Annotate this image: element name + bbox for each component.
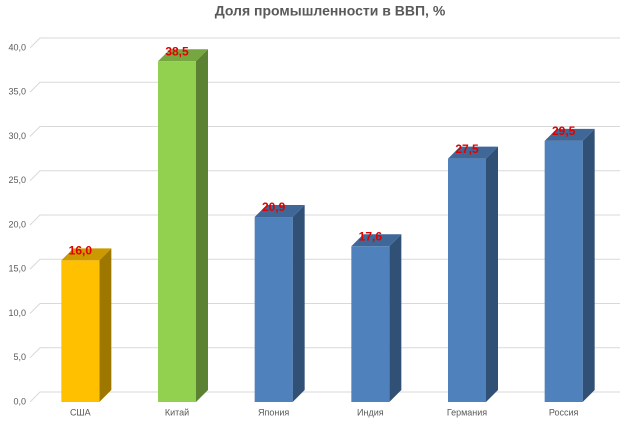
grid-line	[29, 303, 620, 314]
value-label: 29,5	[552, 124, 576, 138]
value-label: 20,9	[262, 200, 286, 214]
bar-side	[389, 234, 402, 402]
bar	[254, 217, 293, 402]
bar	[544, 140, 583, 403]
bar-side	[582, 128, 595, 403]
bar-side	[99, 248, 112, 402]
bar-top	[351, 234, 402, 247]
y-tick-label: 35,0	[8, 87, 26, 97]
grid-line	[29, 258, 620, 270]
value-label: 38,5	[165, 44, 189, 58]
x-tick-label: Китай	[165, 407, 189, 417]
grid-line	[29, 37, 620, 49]
y-tick-label: 25,0	[8, 175, 26, 185]
value-label: 27,5	[455, 142, 479, 156]
grid-line	[29, 126, 620, 137]
y-tick-label: 0,0	[13, 396, 26, 406]
x-tick-label: Япония	[258, 407, 289, 417]
x-tick-label: США	[70, 407, 91, 417]
x-tick-label: Россия	[549, 407, 579, 417]
y-tick-label: 30,0	[8, 131, 26, 141]
y-tick-label: 40,0	[8, 42, 26, 52]
bar-side	[292, 205, 305, 402]
grid-line	[29, 347, 620, 359]
bar	[448, 158, 486, 402]
bar-side	[196, 49, 208, 403]
y-tick-label: 5,0	[13, 352, 26, 362]
grid-line	[29, 214, 620, 226]
value-label: 17,6	[359, 229, 383, 243]
bar	[158, 61, 196, 403]
y-tick-label: 15,0	[8, 264, 26, 274]
bar-top	[448, 146, 498, 159]
y-tick-label: 20,0	[8, 219, 26, 229]
bar-top	[544, 128, 595, 141]
bar-top	[61, 248, 112, 261]
grid-line	[29, 391, 620, 403]
bar-side	[486, 146, 498, 402]
bar-top	[158, 49, 208, 62]
value-label: 16,0	[69, 244, 93, 258]
grid-line	[29, 170, 620, 182]
chart-title: Доля промышленности в ВВП, %	[215, 3, 446, 19]
x-tick-label: Германия	[447, 407, 487, 417]
y-tick-label: 10,0	[8, 308, 26, 318]
bar	[351, 246, 390, 402]
x-tick-label: Индия	[357, 407, 384, 417]
grid-line	[29, 81, 620, 93]
bar-top	[254, 205, 305, 218]
bar	[61, 260, 100, 402]
